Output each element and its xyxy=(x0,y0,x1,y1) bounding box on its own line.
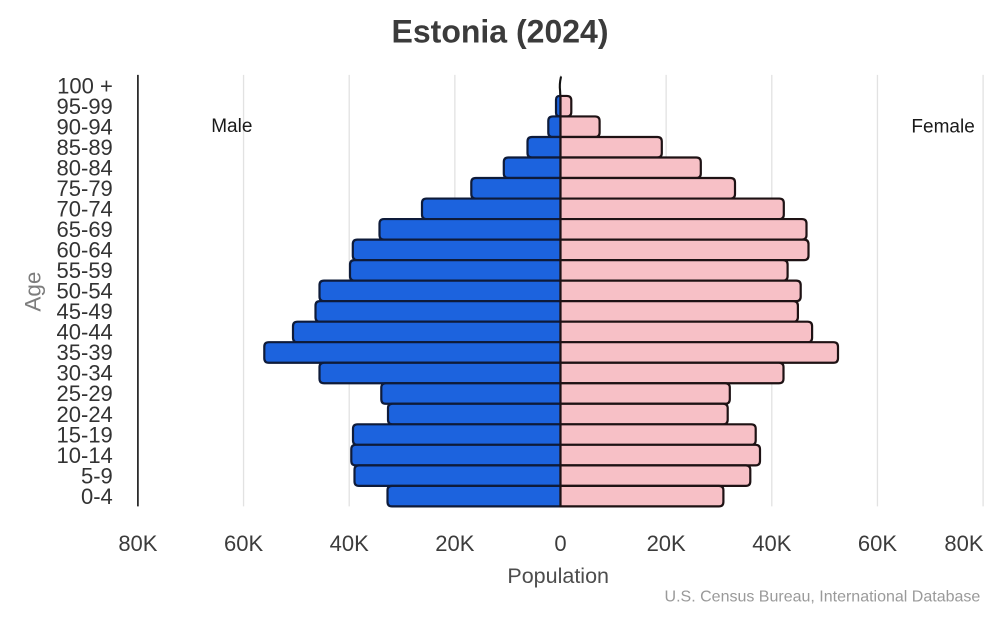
svg-text:95-99: 95-99 xyxy=(57,94,113,119)
svg-text:90-94: 90-94 xyxy=(57,114,113,139)
svg-text:50-54: 50-54 xyxy=(57,279,113,304)
svg-text:30-34: 30-34 xyxy=(57,361,113,386)
svg-text:60K: 60K xyxy=(224,531,263,556)
svg-text:20K: 20K xyxy=(647,531,686,556)
svg-text:0-4: 0-4 xyxy=(81,484,113,509)
svg-text:80K: 80K xyxy=(944,531,983,556)
svg-text:35-39: 35-39 xyxy=(57,340,113,365)
svg-text:40K: 40K xyxy=(752,531,791,556)
svg-text:Male: Male xyxy=(211,116,252,137)
svg-text:75-79: 75-79 xyxy=(57,176,113,201)
svg-text:40-44: 40-44 xyxy=(57,320,113,345)
svg-text:0: 0 xyxy=(554,531,566,556)
svg-text:Female: Female xyxy=(911,116,974,137)
svg-text:Population: Population xyxy=(507,564,609,588)
svg-text:60K: 60K xyxy=(858,531,897,556)
svg-text:5-9: 5-9 xyxy=(81,463,113,488)
svg-text:25-29: 25-29 xyxy=(57,381,113,406)
svg-text:55-59: 55-59 xyxy=(57,258,113,283)
svg-text:20-24: 20-24 xyxy=(57,402,113,427)
svg-text:40K: 40K xyxy=(330,531,369,556)
svg-text:60-64: 60-64 xyxy=(57,238,113,263)
svg-text:85-89: 85-89 xyxy=(57,135,113,160)
svg-text:70-74: 70-74 xyxy=(57,197,113,222)
svg-text:Estonia (2024): Estonia (2024) xyxy=(392,13,609,49)
svg-text:45-49: 45-49 xyxy=(57,299,113,324)
svg-text:15-19: 15-19 xyxy=(57,422,113,447)
svg-text:80K: 80K xyxy=(118,531,157,556)
svg-text:80-84: 80-84 xyxy=(57,155,113,180)
svg-text:10-14: 10-14 xyxy=(57,443,113,468)
svg-text:100 +: 100 + xyxy=(57,73,113,98)
svg-text:20K: 20K xyxy=(435,531,474,556)
svg-text:U.S. Census Bureau, Internatio: U.S. Census Bureau, International Databa… xyxy=(665,589,981,606)
svg-text:65-69: 65-69 xyxy=(57,217,113,242)
svg-text:Age: Age xyxy=(21,272,46,312)
